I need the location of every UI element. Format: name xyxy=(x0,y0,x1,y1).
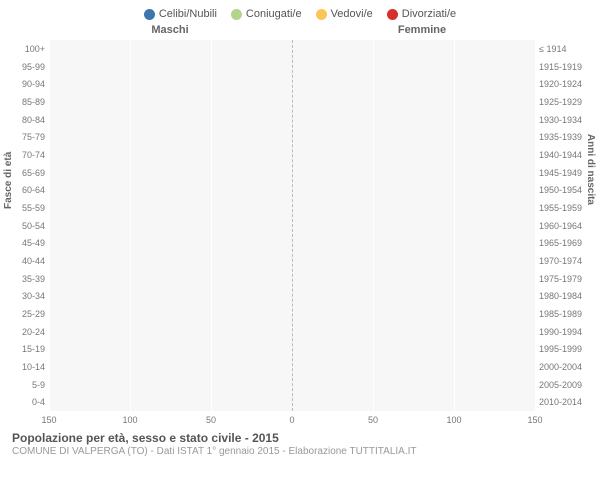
pyramid-row xyxy=(49,199,535,217)
pyramid-row xyxy=(49,376,535,394)
x-tick-label: 150 xyxy=(41,415,56,425)
birth-year-label: 1995-1999 xyxy=(537,345,591,354)
age-bracket-label: 75-79 xyxy=(9,133,47,142)
age-bracket-label: 25-29 xyxy=(9,310,47,319)
birth-year-label: 1920-1924 xyxy=(537,80,591,89)
legend-swatch xyxy=(231,9,242,20)
birth-year-label: 1940-1944 xyxy=(537,151,591,160)
birth-year-label: 1975-1979 xyxy=(537,275,591,284)
pyramid-row xyxy=(49,358,535,376)
birth-year-label: ≤ 1914 xyxy=(537,45,591,54)
x-tick-label: 50 xyxy=(206,415,216,425)
pyramid-row xyxy=(49,234,535,252)
age-bracket-label: 20-24 xyxy=(9,328,47,337)
pyramid-row xyxy=(49,58,535,76)
legend-label: Coniugati/e xyxy=(246,8,302,20)
x-tick-label: 0 xyxy=(289,415,294,425)
legend-item: Celibi/Nubili xyxy=(144,8,217,20)
age-bracket-label: 0-4 xyxy=(9,398,47,407)
x-tick-label: 50 xyxy=(368,415,378,425)
age-bracket-label: 85-89 xyxy=(9,98,47,107)
age-bracket-label: 80-84 xyxy=(9,116,47,125)
age-bracket-label: 35-39 xyxy=(9,275,47,284)
birth-year-label: 1935-1939 xyxy=(537,133,591,142)
side-titles: Maschi Femmine xyxy=(4,24,596,36)
legend-label: Celibi/Nubili xyxy=(159,8,217,20)
pyramid-row xyxy=(49,270,535,288)
age-bracket-label: 60-64 xyxy=(9,186,47,195)
birth-year-label: 1925-1929 xyxy=(537,98,591,107)
legend-item: Coniugati/e xyxy=(231,8,302,20)
age-bracket-label: 50-54 xyxy=(9,222,47,231)
age-bracket-label: 55-59 xyxy=(9,204,47,213)
birth-year-label: 1985-1989 xyxy=(537,310,591,319)
pyramid-row xyxy=(49,287,535,305)
age-bracket-label: 15-19 xyxy=(9,345,47,354)
pyramid-row xyxy=(49,164,535,182)
birth-year-label: 2000-2004 xyxy=(537,363,591,372)
legend-item: Divorziati/e xyxy=(387,8,456,20)
birth-year-label: 1955-1959 xyxy=(537,204,591,213)
pyramid-row xyxy=(49,252,535,270)
age-bracket-label: 10-14 xyxy=(9,363,47,372)
male-side-label: Maschi xyxy=(4,24,296,36)
legend-label: Vedovi/e xyxy=(331,8,373,20)
age-bracket-label: 5-9 xyxy=(9,381,47,390)
age-bracket-label: 45-49 xyxy=(9,239,47,248)
x-tick-label: 100 xyxy=(446,415,461,425)
birth-year-label: 1965-1969 xyxy=(537,239,591,248)
birth-year-label: 1980-1984 xyxy=(537,292,591,301)
pyramid-row xyxy=(49,393,535,411)
chart-title: Popolazione per età, sesso e stato civil… xyxy=(12,431,596,445)
legend-swatch xyxy=(144,9,155,20)
age-bracket-label: 100+ xyxy=(9,45,47,54)
legend-label: Divorziati/e xyxy=(402,8,456,20)
birth-year-label: 2010-2014 xyxy=(537,398,591,407)
chart-footer: Popolazione per età, sesso e stato civil… xyxy=(4,431,596,457)
legend-swatch xyxy=(316,9,327,20)
pyramid-row xyxy=(49,40,535,58)
pyramid-row xyxy=(49,93,535,111)
population-pyramid-chart: Celibi/Nubili Coniugati/e Vedovi/e Divorzia… xyxy=(0,0,600,500)
pyramid-row xyxy=(49,146,535,164)
pyramid-row xyxy=(49,323,535,341)
pyramid-row xyxy=(49,305,535,323)
age-bracket-label: 65-69 xyxy=(9,169,47,178)
pyramid-row xyxy=(49,217,535,235)
age-bracket-label: 95-99 xyxy=(9,63,47,72)
plot: Fasce di età Anni di nascita 15010050050… xyxy=(9,36,591,429)
pyramid-row xyxy=(49,75,535,93)
age-bracket-label: 70-74 xyxy=(9,151,47,160)
age-bracket-label: 90-94 xyxy=(9,80,47,89)
birth-year-label: 2005-2009 xyxy=(537,381,591,390)
legend: Celibi/Nubili Coniugati/e Vedovi/e Divorzia… xyxy=(4,8,596,20)
birth-year-label: 1970-1974 xyxy=(537,257,591,266)
plot-area xyxy=(49,40,535,411)
birth-year-label: 1990-1994 xyxy=(537,328,591,337)
pyramid-row xyxy=(49,181,535,199)
birth-year-label: 1915-1919 xyxy=(537,63,591,72)
birth-year-label: 1960-1964 xyxy=(537,222,591,231)
x-axis: 15010050050100150 xyxy=(49,413,535,429)
female-side-label: Femmine xyxy=(296,24,596,36)
chart-subtitle: COMUNE DI VALPERGA (TO) - Dati ISTAT 1° … xyxy=(12,446,596,457)
x-tick-label: 150 xyxy=(527,415,542,425)
pyramid-row xyxy=(49,128,535,146)
age-bracket-label: 40-44 xyxy=(9,257,47,266)
birth-year-label: 1930-1934 xyxy=(537,116,591,125)
birth-year-label: 1945-1949 xyxy=(537,169,591,178)
pyramid-row xyxy=(49,340,535,358)
birth-year-label: 1950-1954 xyxy=(537,186,591,195)
pyramid-row xyxy=(49,111,535,129)
age-bracket-label: 30-34 xyxy=(9,292,47,301)
x-tick-label: 100 xyxy=(122,415,137,425)
legend-swatch xyxy=(387,9,398,20)
legend-item: Vedovi/e xyxy=(316,8,373,20)
